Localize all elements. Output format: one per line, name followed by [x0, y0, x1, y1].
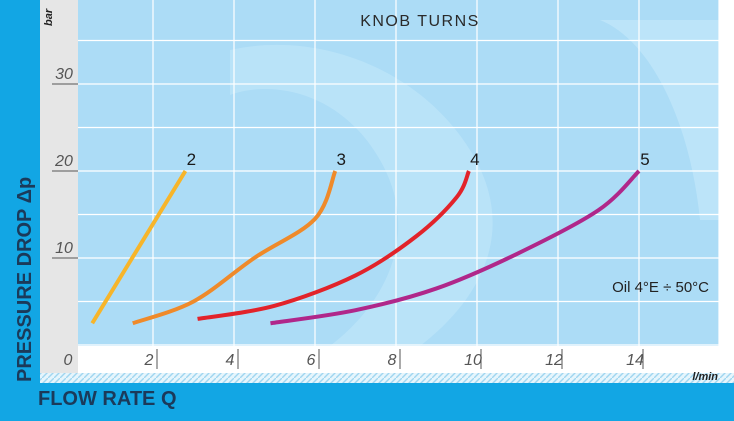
- series-line-4: [197, 170, 471, 321]
- chart-title: KNOB TURNS: [360, 13, 480, 30]
- x-tick-label: 4: [226, 352, 235, 369]
- hatch-strip: [40, 373, 734, 383]
- y-unit-label: bar: [43, 8, 55, 26]
- series-label-4: 4: [470, 150, 479, 169]
- grid-lines: [78, 0, 720, 346]
- series-label-5: 5: [640, 150, 649, 169]
- y-tick-marks: 10 20 30: [52, 66, 78, 259]
- bottom-axis-band: [0, 383, 734, 421]
- x-tick-label: 6: [307, 352, 316, 369]
- watermark-swirl: [230, 44, 493, 346]
- y-tick-label: 30: [55, 66, 73, 83]
- series-label-3: 3: [337, 150, 346, 169]
- series-line-3: [132, 170, 338, 326]
- y-tick-label: 20: [54, 153, 73, 170]
- series-layer: 2 3 4 5: [90, 150, 650, 326]
- y-axis-title: PRESSURE DROP Δp: [14, 177, 36, 382]
- hatch-overlay: [40, 373, 734, 383]
- series-line-5: [270, 169, 641, 326]
- y-tick-label: 10: [55, 240, 73, 257]
- x-tick-label: 12: [545, 352, 563, 369]
- x-axis-title: FLOW RATE Q: [38, 388, 177, 410]
- oil-annotation: Oil 4°E ÷ 50°C: [612, 279, 709, 296]
- x-tick-marks: 0 2 4 6 8 10 12 14: [64, 349, 644, 369]
- left-axis-band: [0, 0, 40, 421]
- x-tick-label: 10: [464, 352, 482, 369]
- watermark-shape: [600, 20, 719, 220]
- x-unit-label: l/min: [692, 371, 718, 383]
- x-tick-label: 0: [64, 352, 73, 369]
- x-tick-label: 14: [626, 352, 644, 369]
- series-line-2: [90, 169, 188, 325]
- series-label-2: 2: [187, 150, 196, 169]
- x-tick-label: 2: [144, 352, 154, 369]
- left-tick-column: [40, 0, 78, 373]
- x-tick-label: 8: [388, 352, 397, 369]
